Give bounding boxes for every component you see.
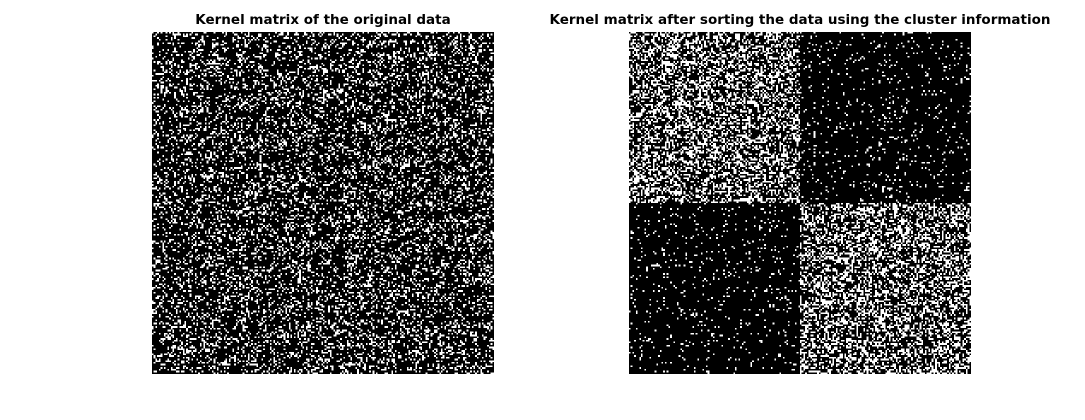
- left-panel-title: Kernel matrix of the original data: [195, 12, 451, 28]
- left-kernel-heatmap: [152, 32, 494, 374]
- right-kernel-heatmap: [629, 32, 971, 374]
- right-panel-title: Kernel matrix after sorting the data usi…: [549, 12, 1051, 28]
